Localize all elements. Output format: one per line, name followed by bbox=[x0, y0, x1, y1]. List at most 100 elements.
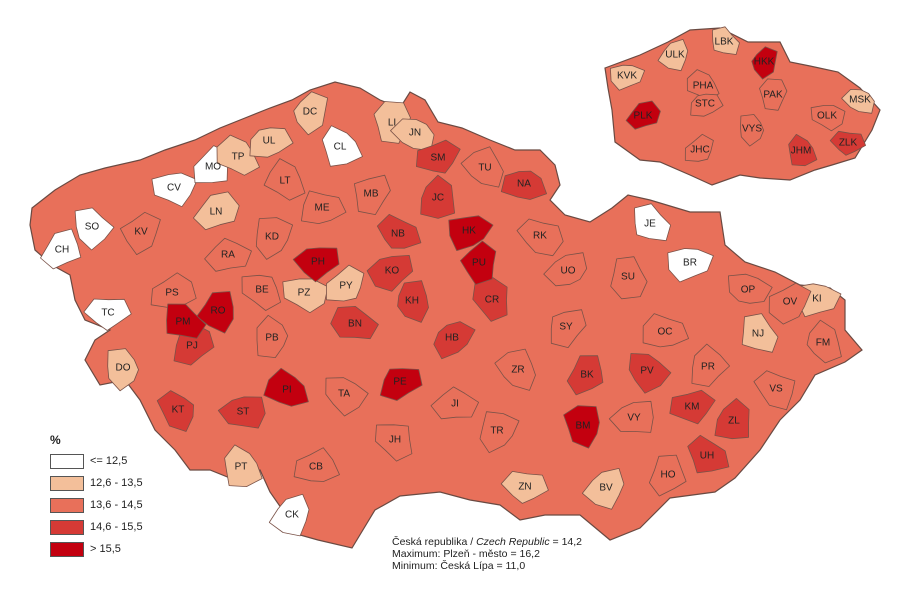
district-label: PU bbox=[472, 258, 486, 269]
district-label: PV bbox=[640, 366, 654, 377]
region-pak bbox=[759, 78, 788, 111]
district-label: ZN bbox=[518, 482, 531, 493]
region-stc bbox=[690, 93, 724, 117]
region-label: JHC bbox=[690, 145, 709, 156]
regions-inset-map: ULK LBK KVK HKK PHA STC PAK MSK PLK VYS OLK JHC JHM Z… bbox=[604, 26, 881, 186]
districts-layer: CH SO CV MO CL TC CK JE BR DC TP UL LI JN LN DO PZ PY PT ZN… bbox=[29, 81, 863, 549]
district-label: NA bbox=[517, 179, 531, 190]
district-label: BK bbox=[580, 370, 594, 381]
district-kd bbox=[255, 217, 293, 260]
district-label: PE bbox=[393, 377, 407, 388]
district-ro bbox=[196, 291, 234, 334]
district-ji bbox=[430, 386, 479, 420]
district-label: TC bbox=[101, 308, 114, 319]
district-label: RO bbox=[211, 306, 226, 317]
region-jhm bbox=[788, 134, 818, 167]
district-label: NB bbox=[391, 229, 405, 240]
district-kt bbox=[156, 390, 194, 432]
district-label: JC bbox=[432, 193, 444, 204]
region-label: JHM bbox=[791, 146, 812, 157]
legend-item: 14,6 - 15,5 bbox=[50, 518, 143, 536]
legend-label: > 15,5 bbox=[90, 543, 121, 555]
district-label: UH bbox=[700, 451, 714, 462]
district-label: OV bbox=[783, 297, 798, 308]
district-label: HK bbox=[462, 226, 476, 237]
region-label: VYS bbox=[742, 124, 762, 135]
district-su bbox=[610, 256, 648, 300]
district-km bbox=[669, 389, 716, 425]
district-uo bbox=[543, 252, 588, 287]
district-label: PH bbox=[311, 257, 325, 268]
district-label: TP bbox=[232, 152, 245, 163]
district-sy bbox=[550, 309, 587, 348]
district-ph bbox=[292, 247, 340, 283]
district-pz bbox=[282, 278, 329, 314]
district-vs bbox=[753, 370, 796, 411]
district-ra bbox=[204, 237, 252, 272]
legend-swatch bbox=[50, 453, 84, 469]
district-label: SY bbox=[559, 322, 573, 333]
district-jc bbox=[420, 174, 455, 219]
district-op bbox=[728, 273, 773, 304]
district-zn bbox=[500, 471, 549, 504]
legend-title: % bbox=[50, 433, 61, 447]
district-label: BV bbox=[599, 483, 613, 494]
district-label: KM bbox=[685, 402, 700, 413]
region-plk bbox=[625, 100, 661, 130]
district-label: PT bbox=[235, 462, 248, 473]
district-bv bbox=[582, 468, 625, 510]
country-name-en: Czech Republic bbox=[476, 536, 550, 548]
district-label: UL bbox=[263, 136, 276, 147]
district-label: RA bbox=[221, 250, 235, 261]
district-label: KO bbox=[385, 266, 400, 277]
district-label: LN bbox=[210, 207, 223, 218]
region-label: PHA bbox=[693, 81, 714, 92]
district-ov bbox=[768, 282, 812, 325]
district-hk bbox=[448, 215, 494, 251]
district-me bbox=[301, 190, 347, 224]
district-label: BR bbox=[683, 258, 697, 269]
district-ko bbox=[366, 255, 414, 292]
district-cv bbox=[151, 172, 198, 208]
district-zr bbox=[494, 348, 536, 391]
district-label: FM bbox=[816, 338, 830, 349]
district-label: KV bbox=[134, 227, 148, 238]
district-vy bbox=[608, 400, 654, 433]
region-label: ZLK bbox=[839, 138, 858, 149]
district-label: ME bbox=[315, 203, 330, 214]
district-lt bbox=[263, 158, 306, 201]
region-vys bbox=[740, 114, 764, 147]
district-fm bbox=[806, 319, 842, 364]
district-bk bbox=[566, 355, 604, 396]
district-kv bbox=[119, 211, 161, 255]
district-nb bbox=[376, 214, 422, 249]
district-label: JH bbox=[389, 435, 401, 446]
region-hkk bbox=[751, 46, 778, 80]
district-pb bbox=[256, 314, 289, 358]
district-label: SO bbox=[85, 222, 100, 233]
district-label: LT bbox=[280, 176, 291, 187]
district-label: PS bbox=[165, 288, 179, 299]
legend-label: 12,6 - 13,5 bbox=[90, 477, 143, 489]
district-label: CK bbox=[285, 510, 299, 521]
district-label: CR bbox=[485, 295, 499, 306]
district-zl bbox=[714, 398, 750, 440]
legend-item: 12,6 - 13,5 bbox=[50, 474, 143, 492]
district-label: JE bbox=[644, 219, 656, 230]
district-label: ZR bbox=[511, 365, 524, 376]
district-bm bbox=[563, 405, 600, 449]
region-label: HKK bbox=[754, 57, 775, 68]
region-label: OLK bbox=[817, 111, 837, 122]
district-sm bbox=[416, 139, 461, 174]
district-label: TA bbox=[338, 389, 350, 400]
district-label: KI bbox=[812, 294, 821, 305]
district-label: BE bbox=[255, 285, 269, 296]
district-pi bbox=[263, 367, 309, 407]
summary-stats: Česká republika / Czech Republic = 14,2 … bbox=[392, 536, 582, 572]
district-mb bbox=[354, 174, 391, 215]
district-na bbox=[500, 170, 547, 200]
district-pu bbox=[460, 240, 497, 285]
district-label: JI bbox=[451, 399, 459, 410]
district-label: CB bbox=[309, 462, 323, 473]
